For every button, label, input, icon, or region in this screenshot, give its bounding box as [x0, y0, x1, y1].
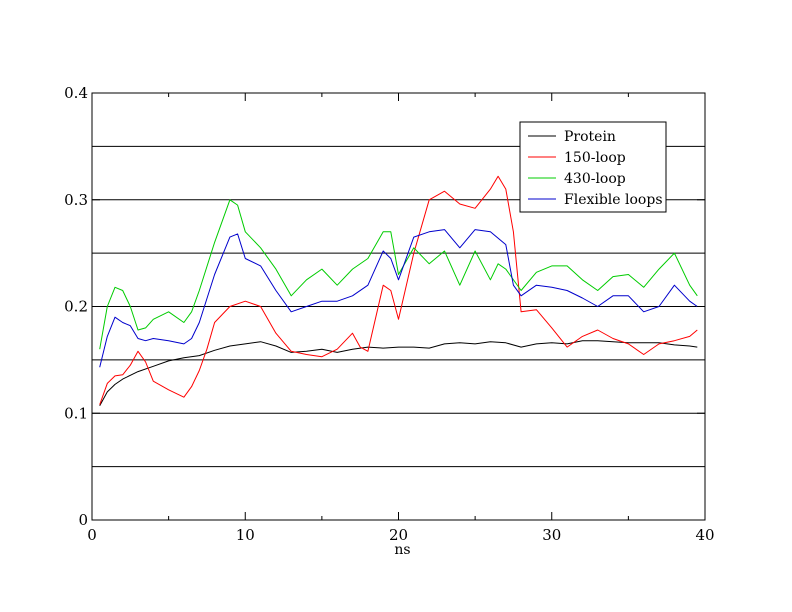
y-tick-label: 0.2: [64, 298, 88, 316]
series-line-150-loop: [99, 175, 698, 405]
legend-label: 150-loop: [564, 150, 626, 166]
x-tick-label: 20: [389, 526, 408, 544]
series-line-flexible-loops: [99, 229, 698, 368]
x-tick-label: 0: [87, 526, 97, 544]
series-line-protein: [99, 340, 698, 407]
legend-label: 430-loop: [564, 171, 626, 187]
legend-label: Flexible loops: [564, 192, 663, 208]
x-tick-label: 30: [542, 526, 561, 544]
y-tick-label: 0.4: [64, 84, 88, 102]
y-tick-label: 0.3: [64, 191, 88, 209]
legend-label: Protein: [564, 129, 616, 145]
y-tick-label: 0: [78, 511, 88, 529]
x-axis-label: ns: [394, 542, 410, 558]
legend: Protein 150-loop 430-loop Flexible loops: [519, 121, 667, 213]
x-tick-label: 40: [695, 526, 714, 544]
axis-ticks: 0 10 20 30 40 0 0.1 0.2 0.3 0.4: [64, 84, 714, 544]
legend-box: [519, 121, 667, 213]
y-tick-label: 0.1: [64, 404, 88, 422]
x-tick-label: 10: [236, 526, 255, 544]
series-line-430-loop: [99, 199, 698, 350]
series-lines: [99, 175, 698, 407]
